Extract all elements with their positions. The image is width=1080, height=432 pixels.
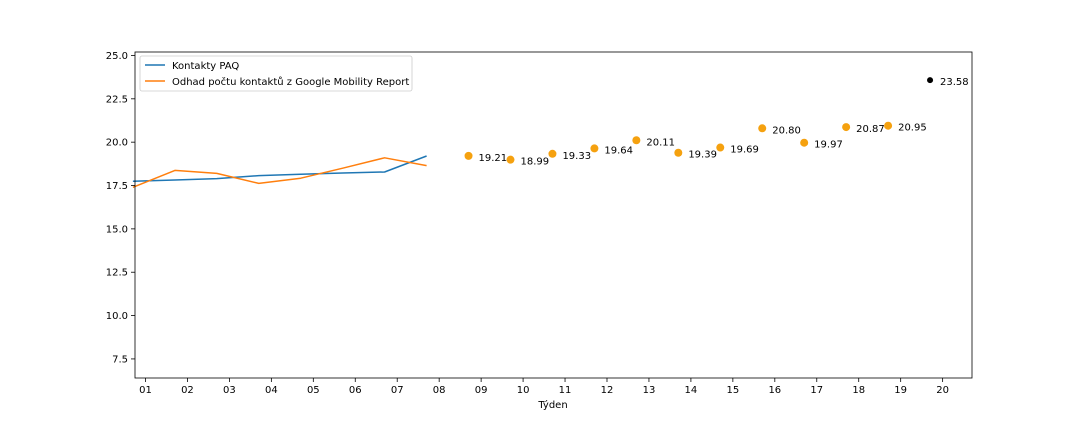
x-tick-label: 06 — [349, 385, 362, 396]
data-label: 19.64 — [604, 145, 633, 156]
x-tick-label: 07 — [391, 385, 404, 396]
legend: Kontakty PAQ Odhad počtu kontaktů z Goog… — [139, 55, 413, 92]
data-label: 19.39 — [688, 150, 717, 161]
x-tick-label: 13 — [643, 385, 656, 396]
data-point — [884, 121, 893, 130]
x-tick-label: 05 — [307, 385, 320, 396]
y-tick-label: 12.5 — [106, 268, 128, 279]
data-label: 20.95 — [898, 123, 927, 134]
legend-label-kontakty: Kontakty PAQ — [172, 61, 239, 72]
x-tick-label: 20 — [936, 385, 949, 396]
y-tick-label: 17.5 — [106, 181, 128, 192]
data-label: 20.80 — [772, 125, 801, 136]
series-line-1 — [132, 157, 427, 188]
x-tick-label: 17 — [810, 385, 823, 396]
data-point — [548, 149, 557, 158]
data-label: 19.69 — [730, 145, 759, 156]
x-tick-label: 12 — [601, 385, 614, 396]
x-tick-label: 16 — [768, 385, 781, 396]
data-label: 19.33 — [562, 151, 591, 162]
data-point — [758, 124, 767, 133]
x-tick-label: 08 — [433, 385, 446, 396]
data-label: 19.21 — [479, 153, 508, 164]
x-tick-label: 02 — [181, 385, 194, 396]
x-tick-label: 04 — [265, 385, 278, 396]
x-tick-label: 14 — [685, 385, 698, 396]
y-tick-label: 25.0 — [106, 51, 128, 62]
y-tick-label: 22.5 — [106, 94, 128, 105]
legend-frame — [139, 55, 413, 92]
y-tick-label: 10.0 — [106, 311, 128, 322]
plot-area — [135, 52, 972, 378]
x-tick-label: 19 — [894, 385, 907, 396]
data-point — [464, 151, 473, 160]
series-line-0 — [132, 155, 427, 182]
data-point — [800, 138, 809, 147]
x-tick-label: 15 — [726, 385, 739, 396]
legend-label-odhad: Odhad počtu kontaktů z Google Mobility R… — [172, 76, 409, 88]
data-point — [632, 136, 641, 145]
data-label: 19.97 — [814, 140, 843, 151]
data-label: 20.11 — [646, 137, 675, 148]
data-point — [506, 155, 515, 164]
x-tick-label: 03 — [223, 385, 236, 396]
data-label: 23.58 — [940, 77, 969, 88]
x-tick-label: 10 — [517, 385, 530, 396]
y-tick-label: 20.0 — [106, 138, 128, 149]
data-point — [674, 148, 683, 157]
y-tick-label: 15.0 — [106, 224, 128, 235]
data-point — [716, 143, 725, 152]
y-tick-label: 7.5 — [112, 354, 128, 365]
x-axis-label: Týden — [537, 399, 567, 411]
data-point — [842, 123, 851, 132]
data-point — [927, 77, 934, 84]
x-tick-label: 11 — [559, 385, 572, 396]
x-tick-label: 09 — [475, 385, 488, 396]
data-label: 20.87 — [856, 124, 885, 135]
plot-frame — [134, 51, 973, 379]
data-label: 18.99 — [520, 157, 549, 168]
x-tick-label: 01 — [139, 385, 152, 396]
data-point — [590, 144, 599, 153]
x-tick-label: 18 — [852, 385, 865, 396]
